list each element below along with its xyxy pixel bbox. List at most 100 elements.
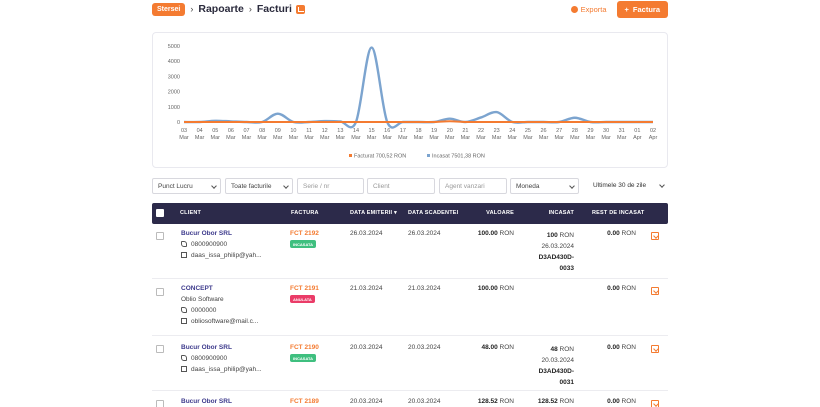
value-currency: RON [499,398,514,405]
row-checkbox[interactable] [156,400,164,407]
client-phone: 0000000 [181,307,258,314]
new-invoice-button[interactable]: + Factura [616,0,668,18]
y-tick-label: 3000 [168,74,180,80]
serie-nr-input[interactable]: Serie / nr [297,178,364,194]
x-tick-label-month: Mar [586,135,596,141]
due-date: 21.03.2024 [408,285,441,292]
value-amount: 128.52 [477,398,498,405]
select-all-checkbox[interactable] [156,209,164,217]
paid-currency: RON [559,232,574,239]
col-client[interactable]: CLIENT [180,210,202,216]
table-row[interactable]: Bucur Obor SRL 0800900900 daas_issa_phil… [152,336,668,391]
x-tick-label-month: Mar [492,135,502,141]
x-tick-label-month: Mar [554,135,564,141]
legend-label-incasat: Incasat 7501,38 RON [432,154,485,160]
paid-currency: RON [559,346,574,353]
invoice-cell: FCT 2191 ANULATA [290,285,319,303]
client-name-link[interactable]: CONCEPT [181,285,213,292]
table-row[interactable]: Bucur Obor SRL 0800900900 daas_issa_phil… [152,224,668,279]
x-tick-label-month: Mar [382,135,392,141]
x-tick-label-month: Mar [429,135,439,141]
x-tick-label-month: Mar [508,135,518,141]
invoice-cell: FCT 2190 INCASATA [290,344,319,362]
period-value: Ultimele 30 de zile [593,182,647,189]
due-date: 20.03.2024 [408,398,441,405]
x-tick-label-month: Mar [539,135,549,141]
row-checkbox[interactable] [156,345,164,353]
col-incasat[interactable]: INCASAT [548,210,574,216]
client-email: obliosoftware@mail.c... [181,318,258,325]
client-input[interactable]: Client [367,178,435,194]
header-actions: Exporta + Factura [570,0,668,18]
x-tick-label: 08 [259,128,265,134]
y-tick-label: 0 [177,120,180,126]
table-header: CLIENT FACTURA DATA EMITERII ▾ DATA SCAD… [152,203,668,224]
x-tick-label-month: Mar [570,135,580,141]
col-valoare[interactable]: VALOARE [486,210,514,216]
chart-report-icon[interactable] [295,4,305,14]
agent-input[interactable]: Agent vanzari [439,178,507,194]
client-phone-value: 0000000 [191,307,217,314]
client-email-value: obliosoftware@mail.c... [191,318,259,325]
row-checkbox[interactable] [156,232,164,240]
client-email-value: daas_issa_philip@yah... [191,366,262,373]
client-email: daas_issa_philip@yah... [181,252,262,259]
toate-facturile-select[interactable]: Toate facturile [225,178,293,194]
value-amount: 48.00 [481,344,498,351]
client-phone-value: 0800900900 [191,241,228,248]
table-row[interactable]: CONCEPT Oblio Software 0000000 obliosoft… [152,279,668,336]
chevron-down-icon[interactable] [651,287,659,295]
export-button[interactable]: Exporta [570,5,607,14]
invoice-number-link[interactable]: FCT 2191 [290,285,319,292]
x-tick-label: 10 [290,128,296,134]
breadcrumb-rapoarte[interactable]: Rapoarte [198,3,244,15]
x-tick-label: 11 [306,128,312,134]
x-tick-label-month: Mar [336,135,346,141]
period-select[interactable]: Ultimele 30 de zile [588,178,668,194]
col-data-emiterii[interactable]: DATA EMITERII ▾ [350,210,397,216]
legend-label-facturat: Facturat 700,52 RON [354,154,406,160]
x-tick-label-month: Mar [320,135,330,141]
invoice-number-link[interactable]: FCT 2189 [290,398,319,405]
x-tick-label-month: Apr [633,135,642,141]
client-cell: CONCEPT Oblio Software 0000000 obliosoft… [181,285,258,325]
punct-lucru-select[interactable]: Punct Lucru [152,178,221,194]
col-rest[interactable]: REST DE INCASAT [592,210,645,216]
plus-icon: + [624,4,629,14]
x-tick-label: 31 [619,128,625,134]
x-tick-label-month: Mar [398,135,408,141]
row-checkbox[interactable] [156,288,164,296]
x-tick-label: 24 [509,128,515,134]
moneda-select[interactable]: Moneda [510,178,579,194]
rest-cell: 0.00 RON [582,398,636,405]
client-name-link[interactable]: Bucur Obor SRL [181,230,232,237]
x-tick-label-month: Mar [461,135,471,141]
col-data-scadentei[interactable]: DATA SCADENTEI [408,210,459,216]
rest-amount: 0.00 [607,344,620,351]
serie-nr-placeholder: Serie / nr [303,183,330,190]
chevron-down-icon[interactable] [651,232,659,240]
x-tick-label: 20 [447,128,453,134]
user-export-icon [570,5,578,13]
stersei-badge[interactable]: Stersei [152,2,186,16]
client-name-link[interactable]: Bucur Obor SRL [181,344,232,351]
rest-cell: 0.00 RON [582,344,636,351]
col-factura[interactable]: FACTURA [291,210,319,216]
table-row[interactable]: Bucur Obor SRL FCT 2189 20.03.2024 20.03… [152,391,668,407]
value-currency: RON [499,285,514,292]
x-tick-label: 19 [431,128,437,134]
invoices-chart: 0 1000 2000 3000 4000 5000 03 Mar 04 Mar 05 Mar 06 Ma… [152,32,668,168]
chevron-down-icon[interactable] [651,345,659,353]
client-name-link[interactable]: Bucur Obor SRL [181,398,232,405]
chevron-down-icon[interactable] [651,400,659,407]
x-tick-label-month: Mar [226,135,236,141]
x-tick-label-month: Mar [179,135,189,141]
x-tick-label: 03 [181,128,187,134]
x-tick-label: 26 [541,128,547,134]
rest-amount: 0.00 [607,398,620,405]
phone-icon [181,241,187,247]
invoice-number-link[interactable]: FCT 2190 [290,344,319,351]
invoice-number-link[interactable]: FCT 2192 [290,230,319,237]
rest-amount: 0.00 [607,285,620,292]
y-tick-label: 4000 [168,59,180,65]
